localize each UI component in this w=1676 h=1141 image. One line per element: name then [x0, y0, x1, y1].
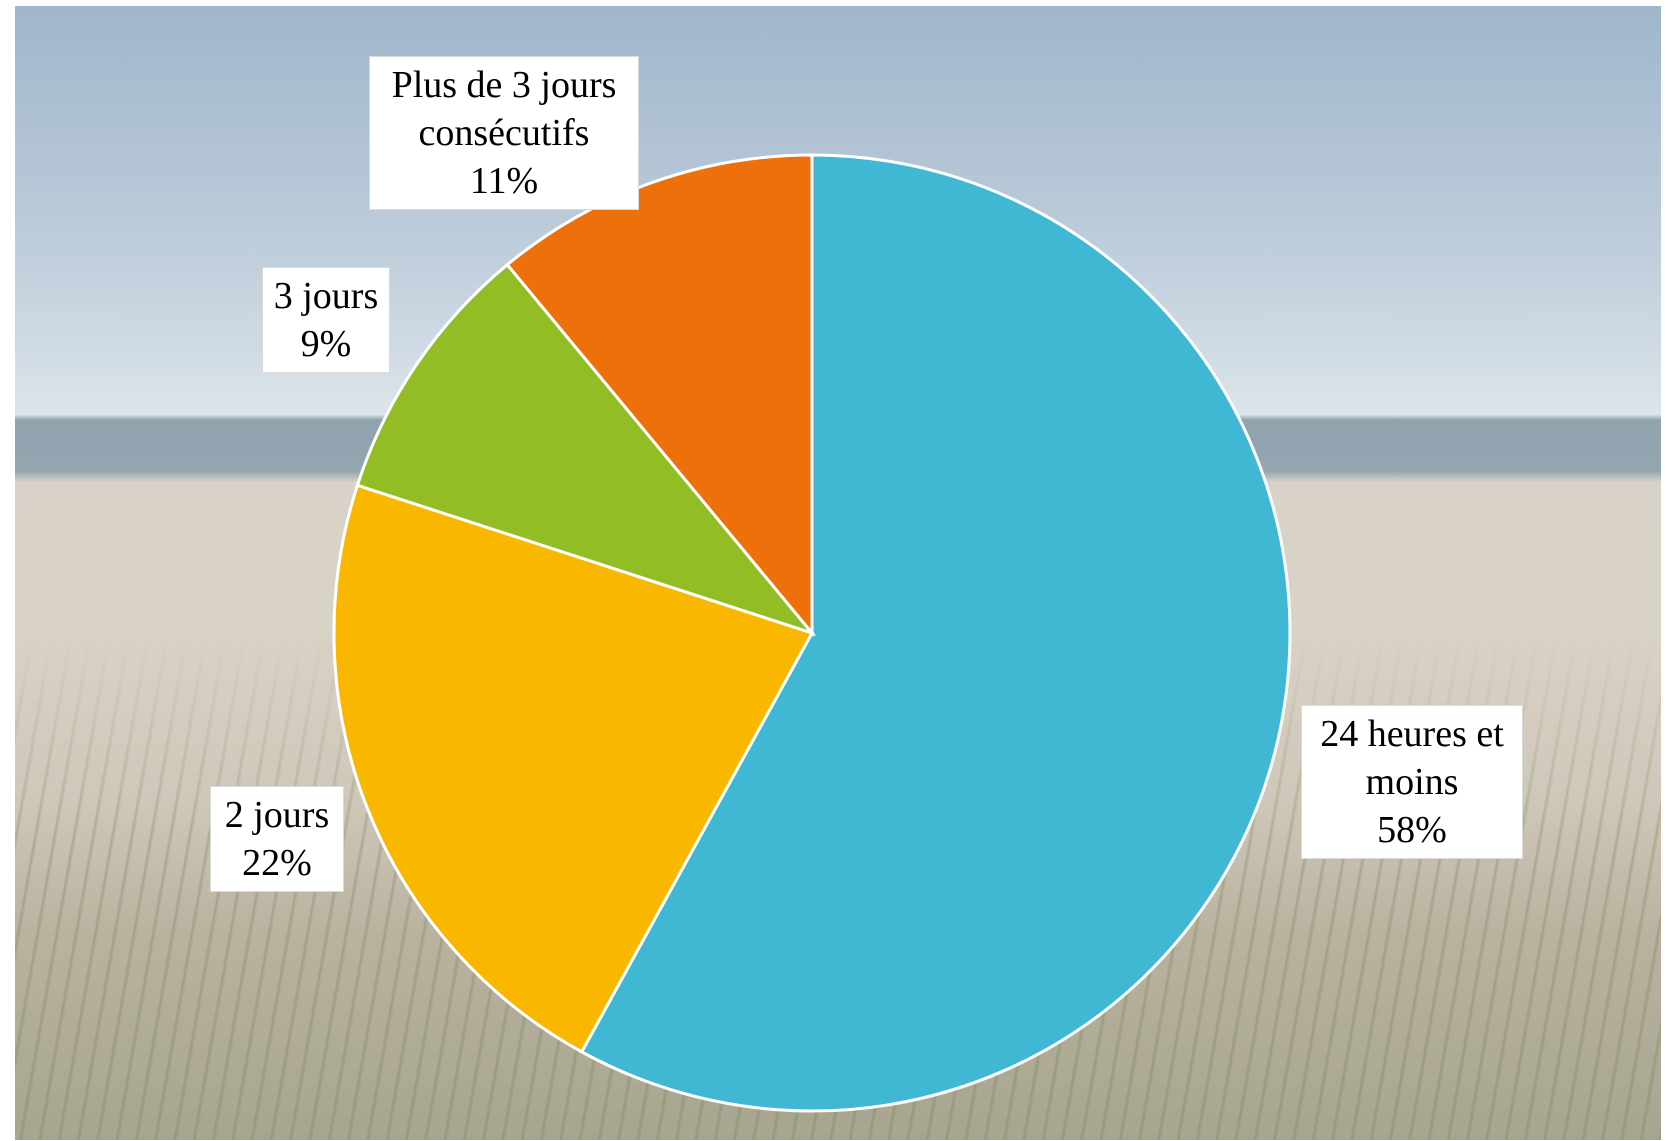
value-label: 9% — [300, 323, 352, 365]
data-label: 3 jours 9% — [262, 267, 390, 373]
category-label: 2 jours — [224, 794, 330, 836]
pie-slice — [332, 483, 815, 1054]
data-label: 2 jours 22% — [210, 786, 344, 892]
value-label: 11% — [469, 160, 539, 202]
category-label: 3 jours — [273, 275, 379, 317]
data-label: Plus de 3 jours consécutifs 11% — [369, 56, 639, 210]
pie-slice — [505, 153, 814, 638]
pie-slice — [355, 262, 817, 637]
category-label: 24 heures et moins — [1320, 713, 1504, 803]
pie-slice — [579, 153, 1292, 1113]
category-label: Plus de 3 jours consécutifs — [391, 64, 617, 154]
value-label: 58% — [1377, 809, 1447, 851]
value-label: 22% — [242, 842, 312, 884]
data-label: 24 heures et moins 58% — [1301, 705, 1523, 859]
